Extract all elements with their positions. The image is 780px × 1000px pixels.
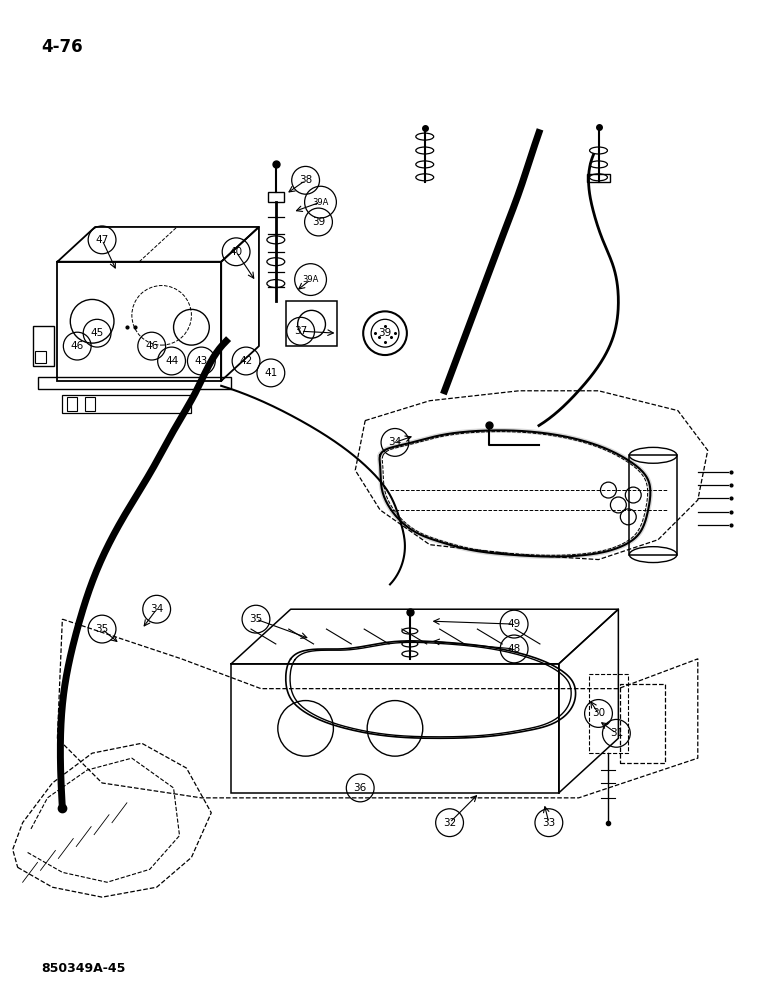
Text: 45: 45 bbox=[90, 328, 104, 338]
Text: 43: 43 bbox=[195, 356, 208, 366]
Bar bbox=[285, 301, 338, 346]
Text: 35: 35 bbox=[250, 614, 263, 624]
Text: 39: 39 bbox=[312, 217, 325, 227]
Bar bbox=[85, 397, 95, 411]
Bar bbox=[268, 192, 284, 202]
Bar bbox=[587, 174, 611, 182]
Text: 48: 48 bbox=[508, 644, 521, 654]
Text: 31: 31 bbox=[610, 728, 623, 738]
Text: 850349A-45: 850349A-45 bbox=[41, 962, 126, 975]
Text: 49: 49 bbox=[508, 619, 521, 629]
Bar bbox=[231, 664, 558, 793]
Bar bbox=[33, 326, 55, 366]
Text: 41: 41 bbox=[264, 368, 278, 378]
Bar bbox=[589, 674, 629, 753]
Text: 39A: 39A bbox=[312, 198, 328, 207]
Text: 36: 36 bbox=[353, 783, 367, 793]
Text: 44: 44 bbox=[165, 356, 178, 366]
Text: 34: 34 bbox=[388, 437, 402, 447]
Text: 35: 35 bbox=[95, 624, 108, 634]
Text: 38: 38 bbox=[299, 175, 312, 185]
Text: 33: 33 bbox=[542, 818, 555, 828]
Text: 34: 34 bbox=[150, 604, 163, 614]
Bar bbox=[37, 377, 231, 389]
Text: 42: 42 bbox=[239, 356, 253, 366]
Text: 39A: 39A bbox=[303, 275, 319, 284]
Text: 47: 47 bbox=[95, 235, 108, 245]
Text: 46: 46 bbox=[145, 341, 158, 351]
Bar bbox=[62, 395, 191, 413]
Bar bbox=[34, 351, 47, 363]
Bar bbox=[620, 684, 665, 763]
Text: 4-76: 4-76 bbox=[41, 38, 83, 56]
Text: 40: 40 bbox=[229, 247, 243, 257]
Bar bbox=[58, 262, 222, 381]
Bar bbox=[67, 397, 77, 411]
Text: 37: 37 bbox=[294, 326, 307, 336]
Text: 46: 46 bbox=[71, 341, 84, 351]
Bar bbox=[629, 455, 677, 555]
Text: 30: 30 bbox=[592, 708, 605, 718]
Text: 32: 32 bbox=[443, 818, 456, 828]
Text: 39: 39 bbox=[378, 328, 392, 338]
